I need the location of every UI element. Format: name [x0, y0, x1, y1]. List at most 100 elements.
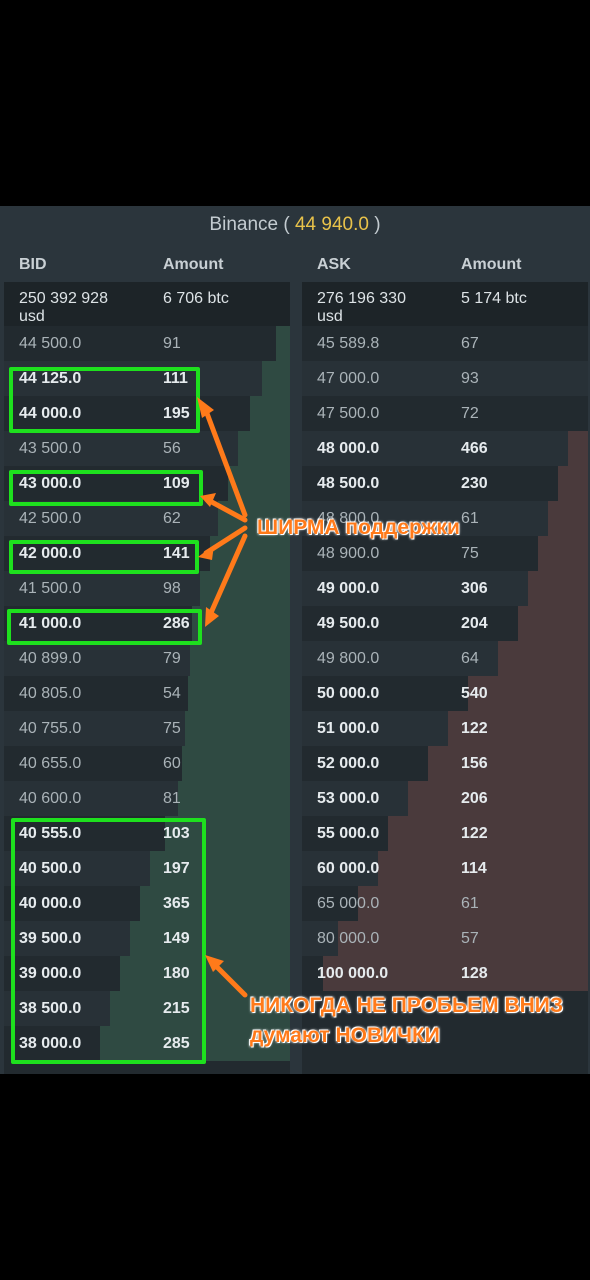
bid-row[interactable]: 40 600.0 81 — [4, 781, 290, 816]
ask-price: 49 800.0 — [317, 650, 380, 667]
bid-row[interactable]: 40 755.0 75 — [4, 711, 290, 746]
bid-price: 40 755.0 — [19, 720, 82, 737]
ask-amount: 93 — [461, 370, 479, 387]
bid-price: 38 000.0 — [19, 1035, 82, 1052]
bid-price: 40 500.0 — [19, 860, 82, 877]
ask-row[interactable]: 53 000.0 206 — [302, 781, 588, 816]
ask-amount: 466 — [461, 440, 488, 457]
bid-depth-bar — [192, 606, 290, 641]
ask-depth-bar — [518, 606, 588, 641]
bid-amount: 141 — [163, 545, 190, 562]
ask-row[interactable]: 49 800.0 64 — [302, 641, 588, 676]
highlight-box-42k — [9, 540, 199, 574]
ask-row[interactable]: 47 500.0 72 — [302, 396, 588, 431]
ask-depth-bar — [448, 711, 588, 746]
bid-price: 41 000.0 — [19, 615, 82, 632]
bid-row[interactable]: 44 000.0 195 — [4, 396, 290, 431]
bid-amount: 98 — [163, 580, 181, 597]
ask-price: 49 000.0 — [317, 580, 380, 597]
bid-amount: 91 — [163, 335, 181, 352]
ask-row[interactable]: 48 800.0 61 — [302, 501, 588, 536]
ask-row[interactable]: 100 000.0 128 — [302, 956, 588, 991]
support-note: ШИРМА поддержки — [257, 516, 460, 539]
ask-depth-bar — [468, 676, 588, 711]
bid-amount: 56 — [163, 440, 181, 457]
ask-row[interactable]: 48 500.0 230 — [302, 466, 588, 501]
ask-row[interactable]: 49 000.0 306 — [302, 571, 588, 606]
bid-row[interactable]: 44 500.0 91 — [4, 326, 290, 361]
bid-amount: 62 — [163, 510, 181, 527]
ask-header: ASK Amount — [302, 248, 588, 282]
bid-price: 38 500.0 — [19, 1000, 82, 1017]
bid-header-amount[interactable]: Amount — [163, 256, 224, 273]
bid-amount: 79 — [163, 650, 181, 667]
bid-row[interactable]: 40 500.0 197 — [4, 851, 290, 886]
bid-row[interactable]: 42 500.0 62 — [4, 501, 290, 536]
current-price: 44 940.0 — [294, 214, 369, 235]
bid-depth-bar — [140, 886, 290, 921]
bid-price: 44 125.0 — [19, 370, 82, 387]
ask-price: 65 000.0 — [317, 895, 380, 912]
ask-depth-bar — [323, 956, 588, 991]
ask-amount: 540 — [461, 685, 488, 702]
bid-amount: 75 — [163, 720, 181, 737]
ask-depth-bar — [358, 886, 588, 921]
bid-depth-bar — [182, 746, 290, 781]
ask-row[interactable]: 65 000.0 61 — [302, 886, 588, 921]
ask-row[interactable]: 48 900.0 75 — [302, 536, 588, 571]
ask-header-price[interactable]: ASK — [317, 256, 351, 273]
ask-row[interactable]: 45 589.8 67 — [302, 326, 588, 361]
bid-amount: 103 — [163, 825, 190, 842]
bid-amount: 60 — [163, 755, 181, 772]
bid-depth-bar — [178, 781, 290, 816]
bid-row[interactable]: 40 655.0 60 — [4, 746, 290, 781]
ask-amount: 128 — [461, 965, 488, 982]
newbies-note: думают НОВИЧКИ — [250, 1024, 440, 1047]
ask-amount: 122 — [461, 825, 488, 842]
ask-row[interactable]: 60 000.0 114 — [302, 851, 588, 886]
ask-row[interactable]: 52 000.0 156 — [302, 746, 588, 781]
ask-price: 48 500.0 — [317, 475, 380, 492]
ask-depth-bar — [378, 851, 588, 886]
ask-depth-bar — [428, 746, 588, 781]
bid-price: 42 000.0 — [19, 545, 82, 562]
ask-row[interactable]: 47 000.0 93 — [302, 361, 588, 396]
ask-header-amount[interactable]: Amount — [461, 256, 522, 273]
ask-row[interactable]: 51 000.0 122 — [302, 711, 588, 746]
bid-totals: 250 392 928 usd 6 706 btc — [4, 282, 290, 326]
ask-row[interactable]: 49 500.0 204 — [302, 606, 588, 641]
bid-row[interactable]: 40 805.0 54 — [4, 676, 290, 711]
ask-amount: 306 — [461, 580, 488, 597]
ask-row[interactable]: 48 000.0 466 — [302, 431, 588, 466]
bid-row[interactable]: 43 500.0 56 — [4, 431, 290, 466]
bid-row[interactable]: 38 000.0 285 — [4, 1026, 290, 1061]
ask-price: 60 000.0 — [317, 860, 380, 877]
bid-row[interactable]: 44 125.0 111 — [4, 361, 290, 396]
ask-amount: 204 — [461, 615, 488, 632]
bid-amount: 149 — [163, 930, 190, 947]
bid-price: 44 000.0 — [19, 405, 82, 422]
bid-price: 44 500.0 — [19, 335, 82, 352]
ask-amount: 75 — [461, 545, 479, 562]
ask-totals: 276 196 330 usd 5 174 btc — [302, 282, 588, 326]
bid-price: 40 899.0 — [19, 650, 82, 667]
ask-row[interactable]: 80 000.0 57 — [302, 921, 588, 956]
bid-row[interactable]: 40 899.0 79 — [4, 641, 290, 676]
ask-row[interactable]: 50 000.0 540 — [302, 676, 588, 711]
bid-row[interactable]: 38 500.0 215 — [4, 991, 290, 1026]
bid-header-price[interactable]: BID — [19, 256, 47, 273]
ask-price: 47 500.0 — [317, 405, 380, 422]
bid-row[interactable]: 39 500.0 149 — [4, 921, 290, 956]
bid-row[interactable]: 41 500.0 98 — [4, 571, 290, 606]
ask-depth-bar — [408, 781, 588, 816]
ask-price: 50 000.0 — [317, 685, 380, 702]
ask-amount: 64 — [461, 650, 479, 667]
bid-price: 40 805.0 — [19, 685, 82, 702]
bid-row[interactable]: 40 000.0 365 — [4, 886, 290, 921]
bid-price: 40 555.0 — [19, 825, 82, 842]
bid-depth-bar — [250, 396, 290, 431]
bid-row[interactable]: 40 555.0 103 — [4, 816, 290, 851]
bid-price: 43 500.0 — [19, 440, 82, 457]
bid-depth-bar — [238, 431, 290, 466]
ask-row[interactable]: 55 000.0 122 — [302, 816, 588, 851]
